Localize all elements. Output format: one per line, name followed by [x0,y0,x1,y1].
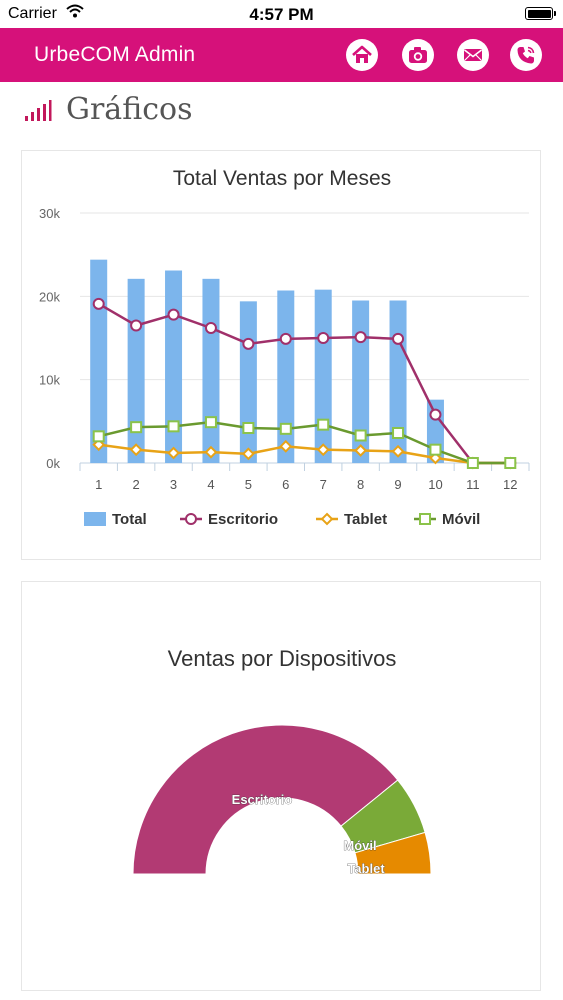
data-point [167,446,180,460]
pie-slice-tablet [354,831,432,875]
data-point [466,457,479,469]
home-icon [352,45,372,63]
data-point [242,422,255,434]
data-point [241,447,255,461]
camera-button[interactable] [402,39,434,71]
camera-icon [409,47,427,63]
phone-button[interactable] [510,39,542,71]
y-tick-label: 30k [39,206,60,221]
legend-label: Tablet [344,511,387,528]
data-point [279,422,292,435]
legend-marker [185,513,197,525]
pie-label: Móvil [343,838,376,853]
data-point [279,439,293,453]
data-point [167,308,180,321]
bar-total [202,278,220,463]
data-point [429,408,442,421]
bar-total [165,270,183,463]
status-bar: Carrier 4:57 PM [0,0,563,28]
x-tick-label: 3 [170,477,177,492]
data-point [317,418,330,431]
data-point [204,445,218,459]
data-point [130,421,143,434]
series-line [98,443,511,465]
bar-total [127,278,145,463]
legend-label: Móvil [442,511,480,528]
pie-slice-escritorio [132,724,399,875]
x-tick-label: 10 [428,477,442,492]
chart-title: Ventas por Dispositivos [168,646,397,671]
x-tick-label: 9 [394,477,401,492]
y-tick-label: 20k [39,289,60,304]
pie-label: Tablet [347,861,385,876]
series-line [98,302,511,465]
x-tick-label: 4 [207,477,214,492]
legend-marker [419,513,431,525]
data-point [129,443,143,457]
data-point [354,331,367,344]
data-point [242,337,255,350]
legend-label: Total [112,511,147,528]
app-bar: UrbeCOM Admin [0,28,563,82]
x-tick-label: 8 [357,477,364,492]
wifi-icon [66,4,84,23]
x-tick-label: 11 [466,477,480,492]
data-point [354,429,367,442]
x-tick-label: 1 [95,477,102,492]
chart-title: Total Ventas por Meses [173,167,391,190]
data-point [204,322,217,334]
bar-total [90,259,108,463]
data-point [504,457,517,469]
phone-icon [517,46,535,64]
app-title: UrbeCOM Admin [34,43,196,66]
battery-icon [525,7,556,20]
data-point [316,443,330,457]
mail-button[interactable] [457,39,489,71]
data-point [317,332,330,344]
legend-label: Escritorio [208,511,278,528]
bar-total [239,301,257,463]
legend-swatch [84,512,106,526]
bar-total [277,290,295,463]
x-tick-label: 5 [245,477,252,492]
data-point [92,430,105,443]
data-point [92,297,105,310]
carrier-label: Carrier [8,5,57,22]
y-tick-label: 0k [46,456,60,471]
data-point [391,444,405,458]
x-tick-label: 12 [503,477,517,492]
x-tick-label: 2 [133,477,140,492]
x-tick-label: 6 [282,477,289,492]
x-tick-label: 7 [320,477,327,492]
device-sales-chart: Ventas por Dispositivos Escritorio Móvil Ta… [132,646,432,876]
bar-total [314,289,332,463]
page-title: Gráficos [66,92,193,127]
pie-label: Escritorio [232,792,293,807]
clock: 4:57 PM [249,5,314,24]
series-line [98,420,511,465]
data-point [167,420,180,433]
data-point [392,427,405,439]
monthly-sales-chart-card: Total Ventas por Meses 0k 10k 20k 30k 1 2 3 4 5 6 7… [21,150,541,560]
home-button[interactable] [346,39,378,71]
mail-icon [464,49,482,61]
data-point [429,443,442,456]
data-point [204,416,217,429]
y-tick-label: 10k [39,373,60,388]
signal-bars-icon [25,100,52,121]
device-sales-chart-card: Ventas por Dispositivos Escritorio Móvil Ta… [21,581,541,991]
legend-marker [320,512,334,526]
data-point [130,319,143,332]
data-point [354,444,368,457]
data-point [279,332,292,345]
data-point [392,332,405,345]
